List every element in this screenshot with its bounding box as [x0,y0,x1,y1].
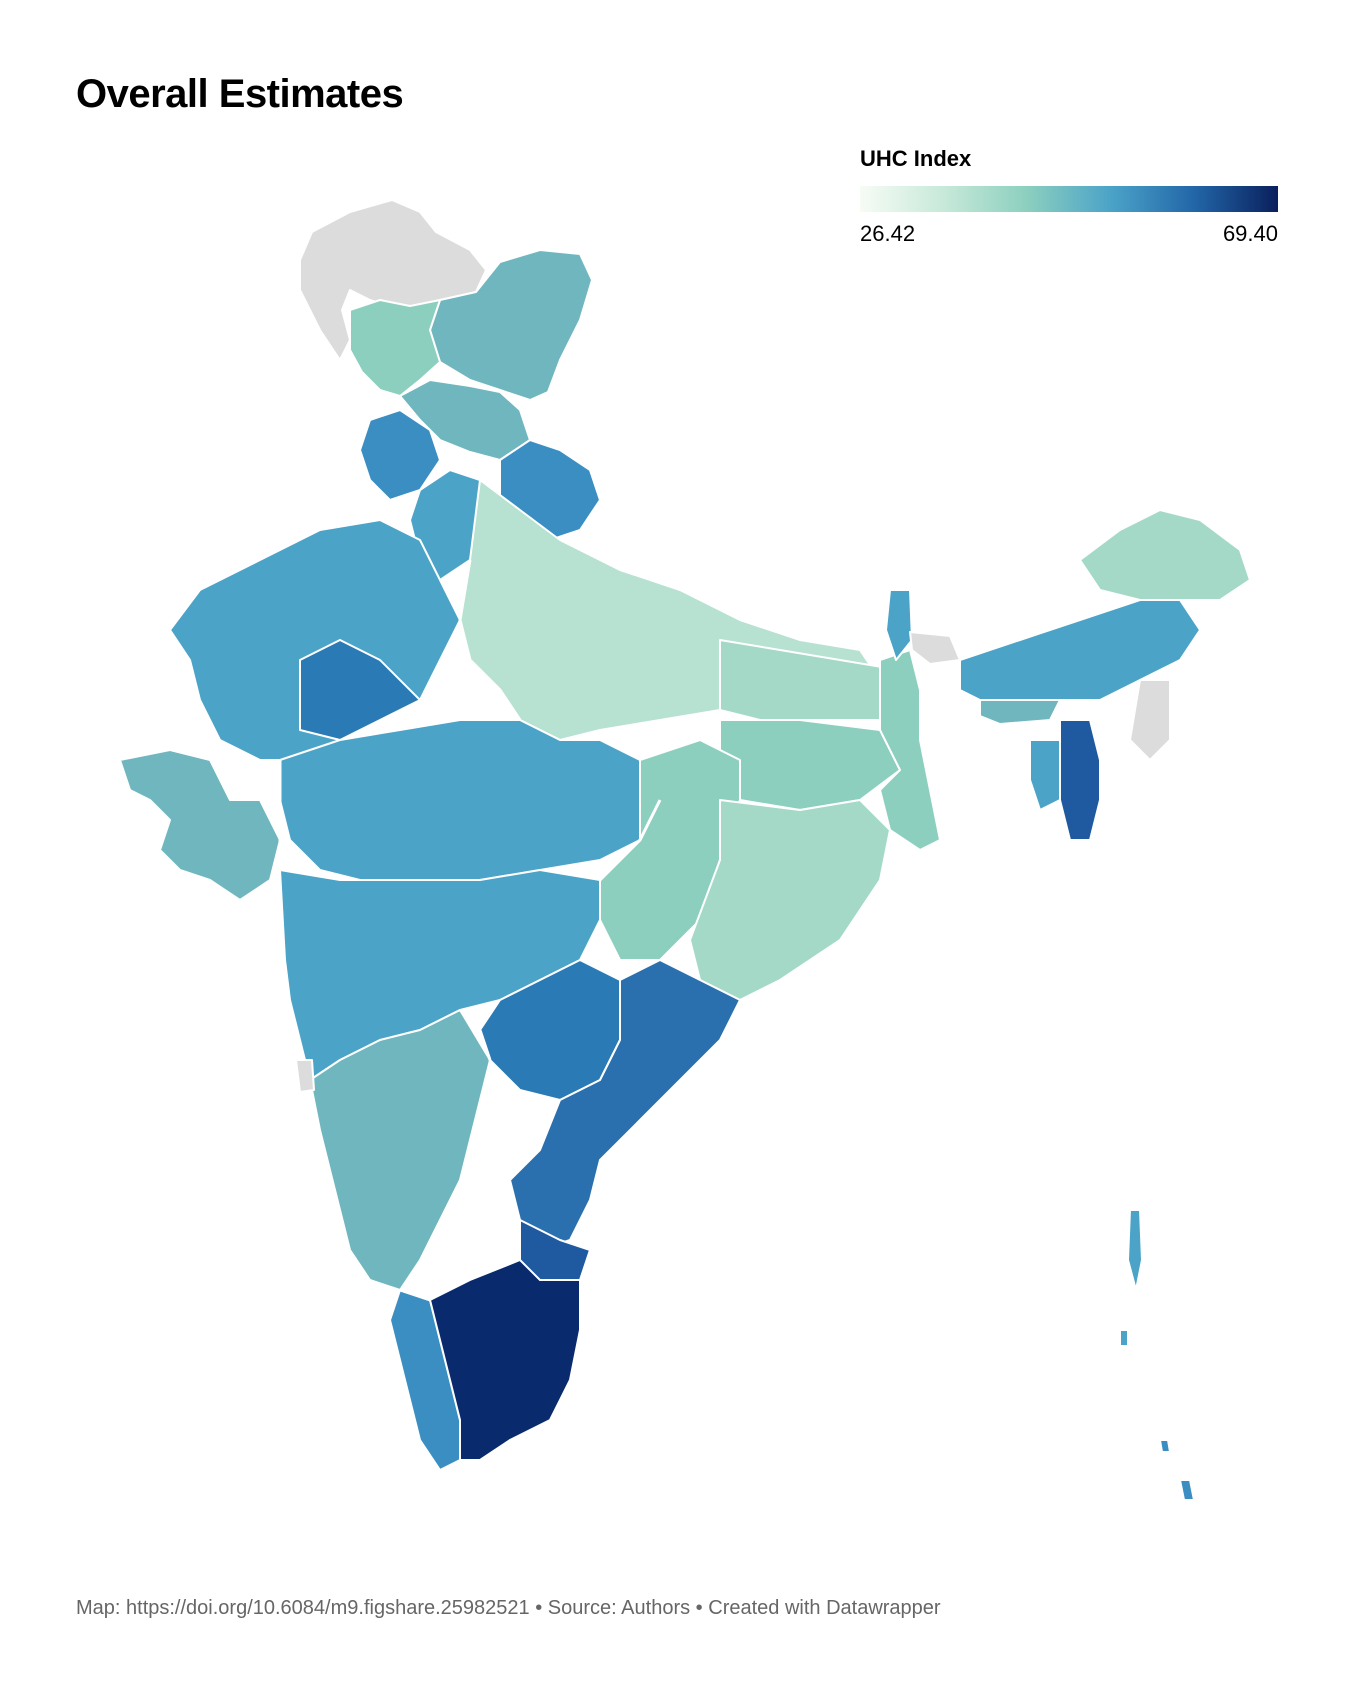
region-mizoram[interactable] [1059,719,1101,841]
legend-title: UHC Index [860,146,972,171]
map-title: Overall Estimates [76,72,404,116]
region-arunachal[interactable] [1079,509,1251,601]
legend-min-label: 26.42 [860,221,916,246]
region-nicobar-1[interactable] [1159,1439,1171,1453]
legend-gradient-bar [860,186,1278,212]
region-andaman-north[interactable] [1127,1209,1143,1291]
region-tripura[interactable] [1029,739,1061,811]
region-odisha[interactable] [689,799,891,1001]
region-meghalaya[interactable] [979,699,1061,725]
region-karnataka[interactable] [309,1009,491,1291]
region-west-bengal[interactable] [879,649,941,851]
footer-separator-2: • [695,1597,703,1619]
footer-created-with[interactable]: Created with Datawrapper [708,1597,941,1619]
region-sikkim-nodata[interactable] [909,631,961,665]
footer-source: Source: Authors [547,1597,691,1619]
region-jammu[interactable] [349,299,441,397]
region-nagaland-manipur[interactable] [1129,679,1171,761]
region-sikkim[interactable] [885,589,913,661]
region-tamil-nadu-north[interactable] [519,1219,591,1281]
legend-max-label: 69.40 [1222,221,1278,246]
footer-separator-1: • [535,1597,543,1619]
region-goa[interactable] [295,1059,315,1093]
region-nicobar-2[interactable] [1179,1479,1195,1501]
region-andhra-pradesh[interactable] [509,959,741,1251]
region-madhya-pradesh[interactable] [279,719,661,881]
india-choropleth-map[interactable] [0,0,1352,1560]
footer-credits: Map: https://doi.org/10.6084/m9.figshare… [76,1597,941,1620]
footer-map-credit[interactable]: Map: https://doi.org/10.6084/m9.figshare… [76,1597,530,1619]
color-legend: UHC Index 26.42 69.40 [860,146,1278,249]
region-gujarat[interactable] [119,749,281,901]
region-jharkhand[interactable] [719,719,901,811]
region-andaman-south[interactable] [1119,1329,1129,1347]
region-rajasthan-east[interactable] [299,639,421,741]
